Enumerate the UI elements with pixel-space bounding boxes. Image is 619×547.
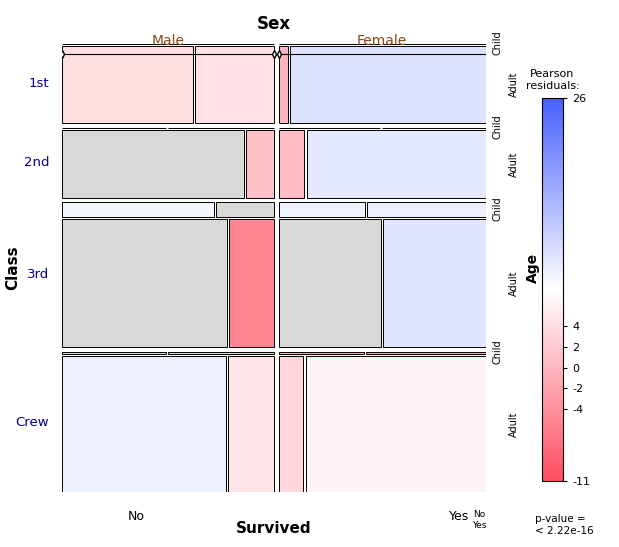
Bar: [279, 127, 380, 128]
Bar: [279, 219, 381, 347]
Text: Child: Child: [492, 31, 502, 55]
Bar: [279, 356, 303, 492]
Bar: [62, 130, 243, 198]
Bar: [279, 202, 365, 217]
Text: Adult: Adult: [509, 152, 519, 177]
Text: 1st: 1st: [28, 77, 49, 90]
Text: Age: Age: [526, 253, 540, 283]
Text: Child: Child: [492, 196, 502, 220]
Bar: [168, 352, 274, 354]
Bar: [366, 202, 486, 217]
Bar: [62, 202, 214, 217]
Bar: [279, 352, 363, 354]
Text: Adult: Adult: [509, 72, 519, 97]
Text: Class: Class: [5, 246, 20, 290]
Text: Adult: Adult: [509, 270, 519, 296]
Bar: [62, 46, 193, 123]
Bar: [290, 46, 486, 123]
Text: Pearson
residuals:: Pearson residuals:: [526, 69, 579, 91]
Bar: [62, 219, 227, 347]
Text: Survived: Survived: [236, 521, 312, 536]
Text: No: No: [128, 510, 145, 523]
Text: Male: Male: [152, 34, 184, 48]
Bar: [168, 127, 274, 128]
Bar: [62, 127, 166, 128]
Text: Yes: Yes: [449, 510, 469, 523]
Text: Crew: Crew: [15, 416, 49, 428]
Text: Sex: Sex: [257, 15, 291, 33]
Bar: [366, 352, 486, 354]
Text: Child: Child: [492, 114, 502, 139]
Text: Adult: Adult: [509, 411, 519, 437]
Bar: [279, 46, 288, 123]
Text: 2nd: 2nd: [24, 156, 49, 169]
Bar: [246, 130, 274, 198]
Bar: [194, 46, 274, 123]
Text: p-value =
< 2.22e-16: p-value = < 2.22e-16: [535, 514, 594, 536]
Text: No
Yes: No Yes: [472, 510, 487, 529]
Bar: [228, 219, 274, 347]
Bar: [216, 202, 274, 217]
Bar: [383, 127, 486, 128]
Bar: [62, 356, 226, 492]
Bar: [62, 352, 166, 354]
Bar: [279, 130, 305, 198]
Bar: [306, 130, 486, 198]
Text: Child: Child: [492, 339, 502, 364]
Bar: [228, 356, 274, 492]
Text: 3rd: 3rd: [27, 269, 49, 281]
Text: Female: Female: [357, 34, 407, 48]
Bar: [383, 219, 486, 347]
Bar: [306, 356, 486, 492]
